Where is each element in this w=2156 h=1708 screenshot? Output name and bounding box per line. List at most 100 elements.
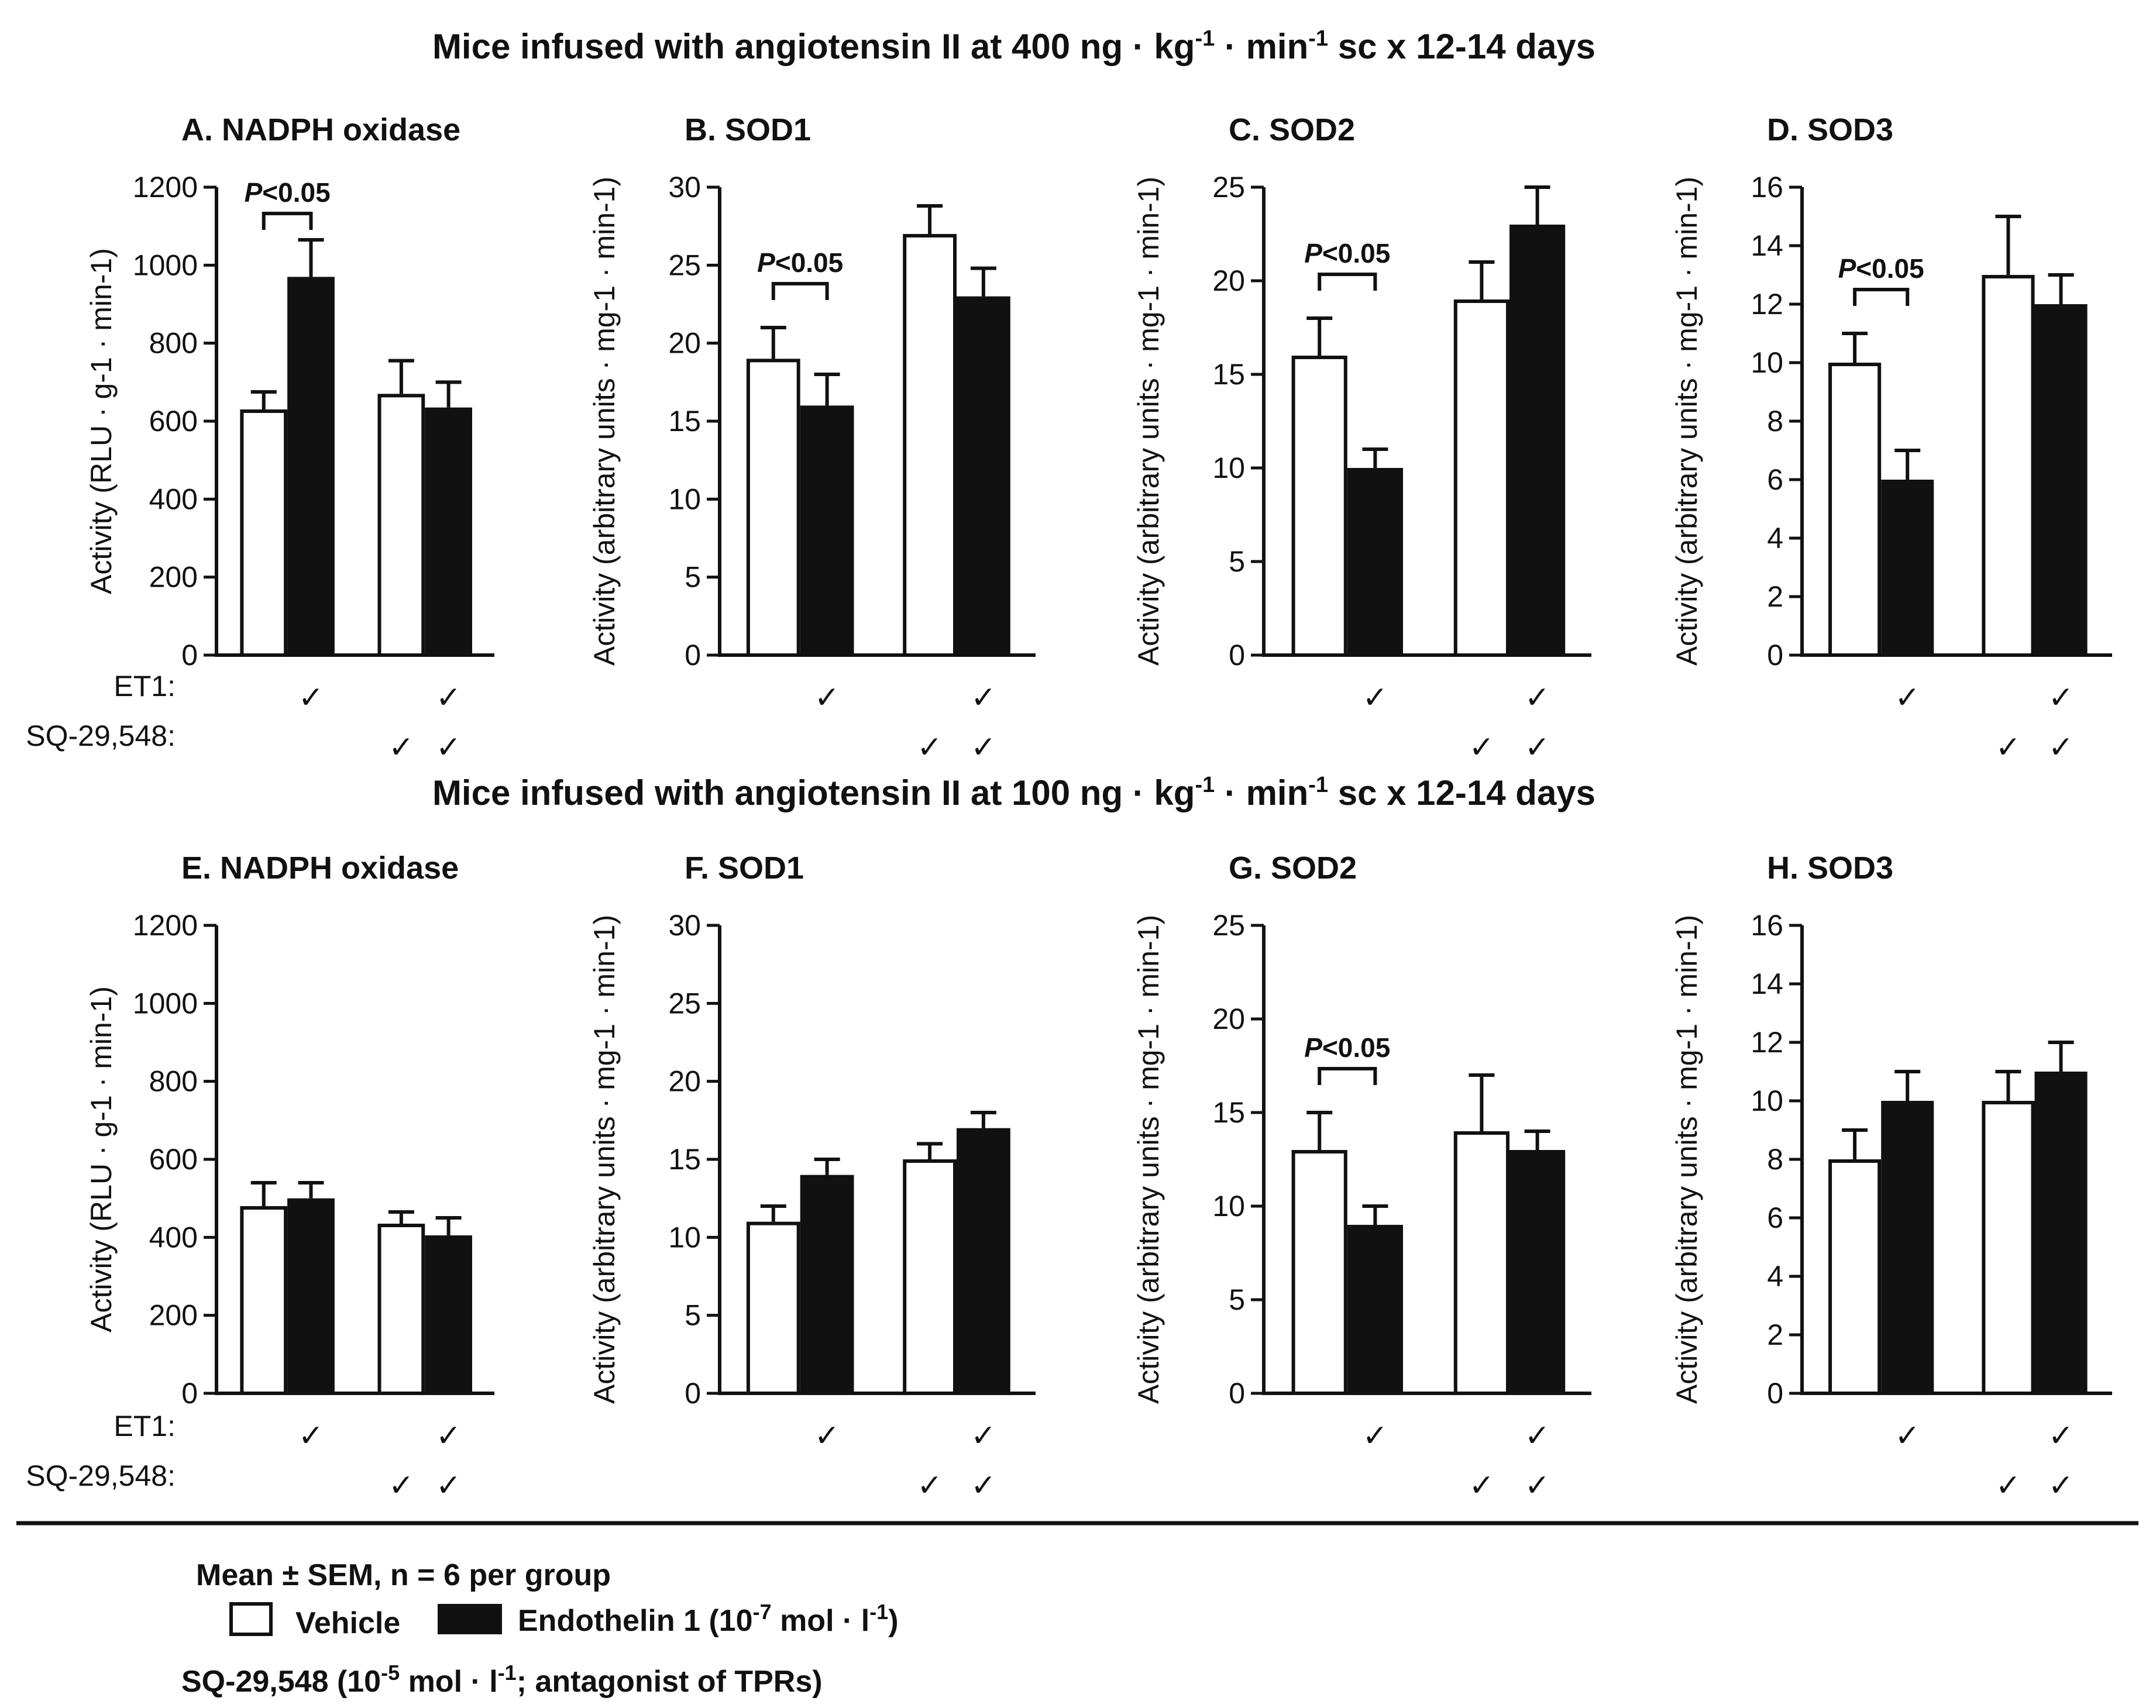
- panel-title: G. SOD2: [1229, 850, 1357, 886]
- et1-check-mark: ✓: [1363, 681, 1388, 715]
- y-tick-label: 30: [668, 171, 701, 204]
- sq-check-mark: ✓: [1996, 1469, 2021, 1503]
- y-axis-label: Activity (RLU · g-1 · min-1): [85, 986, 118, 1332]
- bar-vehicle: [1828, 363, 1882, 657]
- y-tick-label: 0: [1767, 639, 1783, 672]
- legend-vehicle-swatch: [229, 1602, 273, 1636]
- y-tick-label: 1200: [133, 171, 198, 204]
- et1-check-mark: ✓: [436, 681, 462, 715]
- y-tick-label: 6: [1767, 463, 1783, 496]
- y-tick-label: 10: [668, 1221, 701, 1254]
- sq-check-mark: ✓: [1525, 1469, 1550, 1503]
- et1-check-mark: ✓: [298, 1419, 324, 1453]
- y-tick-label: 8: [1767, 1143, 1783, 1176]
- panel-title: D. SOD3: [1767, 112, 1893, 147]
- bar-endothelin: [957, 1128, 1010, 1393]
- bar-endothelin: [1347, 468, 1403, 655]
- y-tick-label: 0: [1229, 1377, 1245, 1410]
- et1-check-mark: ✓: [814, 681, 840, 715]
- y-tick-label: 800: [149, 327, 198, 360]
- y-tick-label: 5: [685, 1299, 701, 1332]
- panel-g: G. SOD2 Activity (arbitrary units · mg-1 …: [1132, 850, 1591, 1503]
- panel-title: C. SOD2: [1229, 112, 1355, 147]
- significance-label: P<0.05: [1304, 238, 1390, 268]
- et1-check-mark: ✓: [814, 1419, 840, 1453]
- y-tick-label: 15: [668, 405, 701, 438]
- y-axis-label: Activity (arbitrary units · mg-1 · min-1…: [1670, 177, 1703, 666]
- sq-check-mark: ✓: [1996, 731, 2021, 765]
- y-tick-label: 2: [1767, 580, 1783, 613]
- y-tick-label: 20: [668, 327, 701, 360]
- bar-vehicle: [746, 1221, 800, 1396]
- y-tick-label: 5: [1229, 1283, 1245, 1316]
- y-tick-label: 10: [1751, 346, 1783, 379]
- y-tick-label: 1200: [133, 909, 198, 942]
- bar-vehicle: [1982, 1101, 2035, 1395]
- bar-vehicle: [1291, 1150, 1347, 1395]
- y-tick-label: 14: [1751, 229, 1783, 262]
- y-tick-label: 1000: [133, 249, 198, 281]
- et1-check-mark: ✓: [1525, 681, 1550, 715]
- et1-check-mark: ✓: [436, 1419, 462, 1453]
- panel-b: B. SOD1 Activity (arbitrary units · mg-1 …: [588, 112, 1036, 765]
- legend-stats: Mean ± SEM, n = 6 per group: [196, 1558, 611, 1592]
- y-tick-label: 0: [1229, 639, 1245, 672]
- y-tick-label: 0: [1767, 1377, 1783, 1410]
- bar-vehicle: [1982, 275, 2035, 657]
- et1-row-label: ET1:: [114, 1410, 176, 1442]
- y-tick-label: 0: [685, 1377, 701, 1410]
- significance-bracket: [1318, 273, 1377, 291]
- et1-check-mark: ✓: [971, 681, 996, 715]
- legend-endothelin-swatch: [438, 1604, 502, 1634]
- et1-check-mark: ✓: [2048, 681, 2074, 715]
- sq-check-mark: ✓: [1469, 1469, 1495, 1503]
- y-tick-label: 15: [1212, 1096, 1245, 1129]
- y-tick-label: 200: [149, 1299, 198, 1332]
- sq-check-mark: ✓: [2048, 1469, 2074, 1503]
- sq-check-mark: ✓: [971, 1469, 996, 1503]
- bar-endothelin: [2034, 304, 2088, 655]
- bar-vehicle: [1828, 1159, 1882, 1395]
- y-tick-label: 15: [668, 1143, 701, 1176]
- sq-check-mark: ✓: [1469, 731, 1495, 765]
- y-tick-label: 4: [1767, 1260, 1783, 1293]
- bar-vehicle: [746, 359, 800, 657]
- bar-vehicle: [1453, 1131, 1510, 1395]
- bar-endothelin: [800, 405, 854, 655]
- legend-vehicle-label: Vehicle: [295, 1606, 400, 1640]
- sq-check-mark: ✓: [917, 1469, 943, 1503]
- bar-vehicle: [1291, 356, 1347, 657]
- y-axis-label: Activity (arbitrary units · mg-1 · min-1…: [588, 915, 621, 1404]
- y-tick-label: 20: [1212, 1003, 1245, 1035]
- et1-check-mark: ✓: [1894, 681, 1920, 715]
- et1-row-label: ET1:: [114, 670, 176, 703]
- y-tick-label: 25: [1212, 909, 1245, 942]
- y-tick-label: 400: [149, 483, 198, 515]
- bar-endothelin: [1509, 225, 1566, 655]
- panel-f: F. SOD1 Activity (arbitrary units · mg-1 …: [588, 850, 1036, 1503]
- panel-a: A. NADPH oxidase Activity (RLU · g-1 · mi…: [85, 112, 494, 765]
- significance-bracket: [771, 282, 829, 300]
- y-axis-label: Activity (RLU · g-1 · min-1): [85, 248, 118, 594]
- bar-endothelin: [1881, 1101, 1934, 1393]
- y-tick-label: 6: [1767, 1201, 1783, 1234]
- sq-check-mark: ✓: [2048, 731, 2074, 765]
- y-tick-label: 12: [1751, 288, 1783, 321]
- bar-endothelin: [800, 1175, 854, 1393]
- y-tick-label: 200: [149, 561, 198, 594]
- bar-vehicle: [1453, 299, 1510, 657]
- y-tick-label: 600: [149, 405, 198, 438]
- et1-check-mark: ✓: [1525, 1419, 1550, 1453]
- bar-endothelin: [425, 1235, 472, 1393]
- significance-label: P<0.05: [1838, 253, 1924, 284]
- y-tick-label: 10: [668, 483, 701, 515]
- y-tick-label: 10: [1751, 1084, 1783, 1117]
- panel-title: H. SOD3: [1767, 850, 1893, 886]
- et1-check-mark: ✓: [2048, 1419, 2074, 1453]
- y-tick-label: 15: [1212, 358, 1245, 391]
- significance-bracket: [1853, 288, 1910, 306]
- bar-endothelin: [1881, 480, 1934, 655]
- significance-label: P<0.05: [245, 177, 331, 208]
- panel-title: B. SOD1: [685, 112, 811, 147]
- bar-vehicle: [240, 1206, 288, 1395]
